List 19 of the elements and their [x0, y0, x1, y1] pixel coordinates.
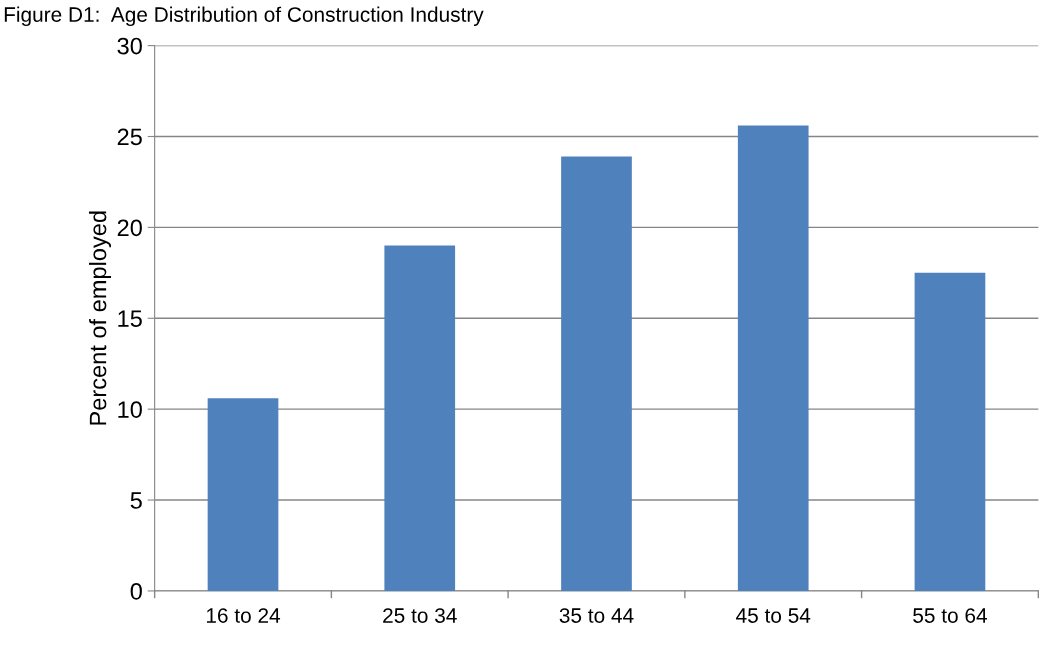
- x-tick-label: 55 to 64: [913, 608, 987, 623]
- bar: [561, 156, 632, 591]
- x-tick-label: 35 to 44: [559, 608, 634, 623]
- y-tick-label: 25: [117, 128, 142, 146]
- x-tick-label: 25 to 34: [383, 608, 457, 623]
- x-tick-label: 16 to 24: [206, 608, 281, 623]
- bar: [737, 125, 809, 591]
- y-tick-label: 5: [130, 492, 142, 509]
- bar: [384, 245, 456, 591]
- bar: [914, 272, 986, 591]
- y-tick-label: 10: [118, 401, 142, 418]
- y-axis-title: Percent of employed: [89, 211, 112, 425]
- y-tick-label: 0: [130, 583, 142, 600]
- chart-title: Figure D1: Age Distribution of Construction Industry: [4, 6, 484, 27]
- x-tick-label: 45 to 54: [736, 608, 811, 623]
- y-tick-label: 30: [117, 37, 142, 55]
- y-tick-label: 20: [117, 219, 142, 237]
- bar: [207, 398, 279, 591]
- y-tick-label: 15: [118, 310, 142, 328]
